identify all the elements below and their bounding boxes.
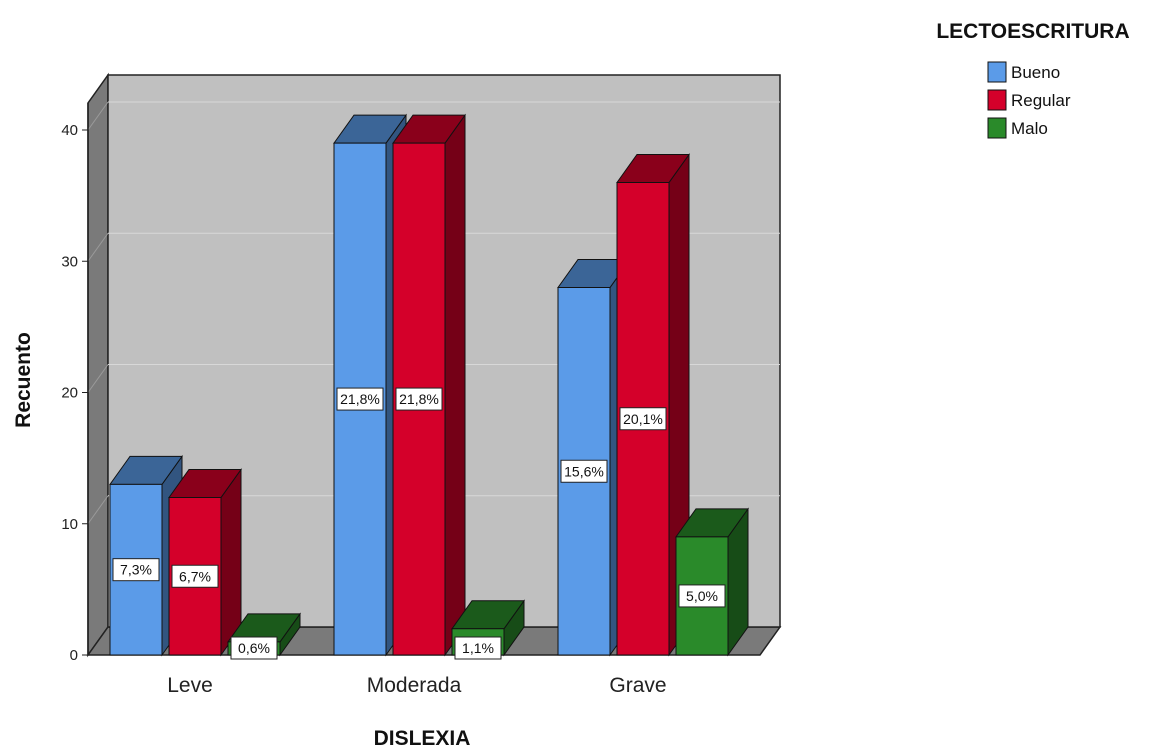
- y-tick-label: 40: [61, 122, 78, 139]
- data-label-malo-moderada: 1,1%: [454, 636, 502, 660]
- data-label-text: 20,1%: [623, 411, 663, 427]
- data-label-text: 6,7%: [179, 568, 211, 584]
- legend-label: Regular: [1011, 91, 1071, 110]
- data-label-text: 0,6%: [238, 640, 270, 656]
- data-label-text: 7,3%: [120, 562, 152, 578]
- y-axis-ticks: 0 10 20 30 40: [61, 103, 89, 664]
- x-axis-categories: Leve Moderada Grave: [167, 674, 666, 697]
- legend-swatch: [987, 89, 1007, 111]
- data-label-box: [395, 387, 443, 411]
- gridline-side: [87, 101, 109, 131]
- data-label-regular-grave: 20,1%: [619, 407, 667, 431]
- y-tick-label: 30: [61, 253, 78, 270]
- data-label-box: [230, 636, 278, 660]
- data-label-malo-grave: 5,0%: [678, 584, 726, 608]
- data-label-malo-leve: 0,6%: [230, 636, 278, 660]
- x-category-label: Leve: [167, 674, 213, 697]
- x-category-label: Grave: [609, 674, 666, 697]
- y-tick-label: 10: [61, 516, 78, 533]
- legend-swatch: [987, 117, 1007, 139]
- y-tick-label: 20: [61, 385, 78, 402]
- data-label-text: 5,0%: [686, 588, 718, 604]
- x-category-label: Moderada: [367, 674, 462, 697]
- bar-regular-moderada: [392, 113, 466, 657]
- data-label-text: 15,6%: [564, 463, 604, 479]
- data-label-text: 21,8%: [340, 391, 380, 407]
- bar-malo-grave: [675, 507, 749, 657]
- data-label-box: [619, 407, 667, 431]
- data-label-regular-moderada: 21,8%: [395, 387, 443, 411]
- data-label-box: [112, 558, 160, 582]
- y-axis-title: Recuento: [12, 332, 35, 428]
- left-wall: [87, 72, 109, 658]
- y-tick-label: 0: [70, 647, 78, 664]
- x-axis-title: DISLEXIA: [374, 727, 471, 749]
- data-label-box: [454, 636, 502, 660]
- legend-item-malo: Malo: [987, 117, 1048, 139]
- data-label-box: [336, 387, 384, 411]
- data-label-box: [560, 459, 608, 483]
- data-label-text: 1,1%: [462, 640, 494, 656]
- data-label-regular-leve: 6,7%: [171, 564, 219, 588]
- legend-label: Bueno: [1011, 63, 1060, 82]
- data-label-bueno-moderada: 21,8%: [336, 387, 384, 411]
- gridline-side: [87, 364, 109, 393]
- data-label-bueno-leve: 7,3%: [112, 558, 160, 582]
- data-label-box: [678, 584, 726, 608]
- legend-title: LECTOESCRITURA: [936, 20, 1129, 43]
- bar-side: [444, 113, 466, 657]
- data-label-bueno-grave: 15,6%: [560, 459, 608, 483]
- gridline-side: [87, 495, 109, 525]
- legend-item-regular: Regular: [987, 89, 1071, 111]
- gridline-side: [87, 232, 109, 262]
- data-labels: 7,3% 6,7% 0,6% 21,8% 21,8% 1,1% 15,6% 20,1% 5,0%: [112, 387, 726, 660]
- data-label-text: 21,8%: [399, 391, 439, 407]
- data-label-box: [171, 564, 219, 588]
- bar-regular-leve: [168, 467, 242, 657]
- legend: LECTOESCRITURA Bueno Regular Malo: [936, 20, 1130, 139]
- legend-swatch: [987, 61, 1007, 83]
- legend-item-bueno: Bueno: [987, 61, 1060, 83]
- legend-label: Malo: [1011, 119, 1048, 138]
